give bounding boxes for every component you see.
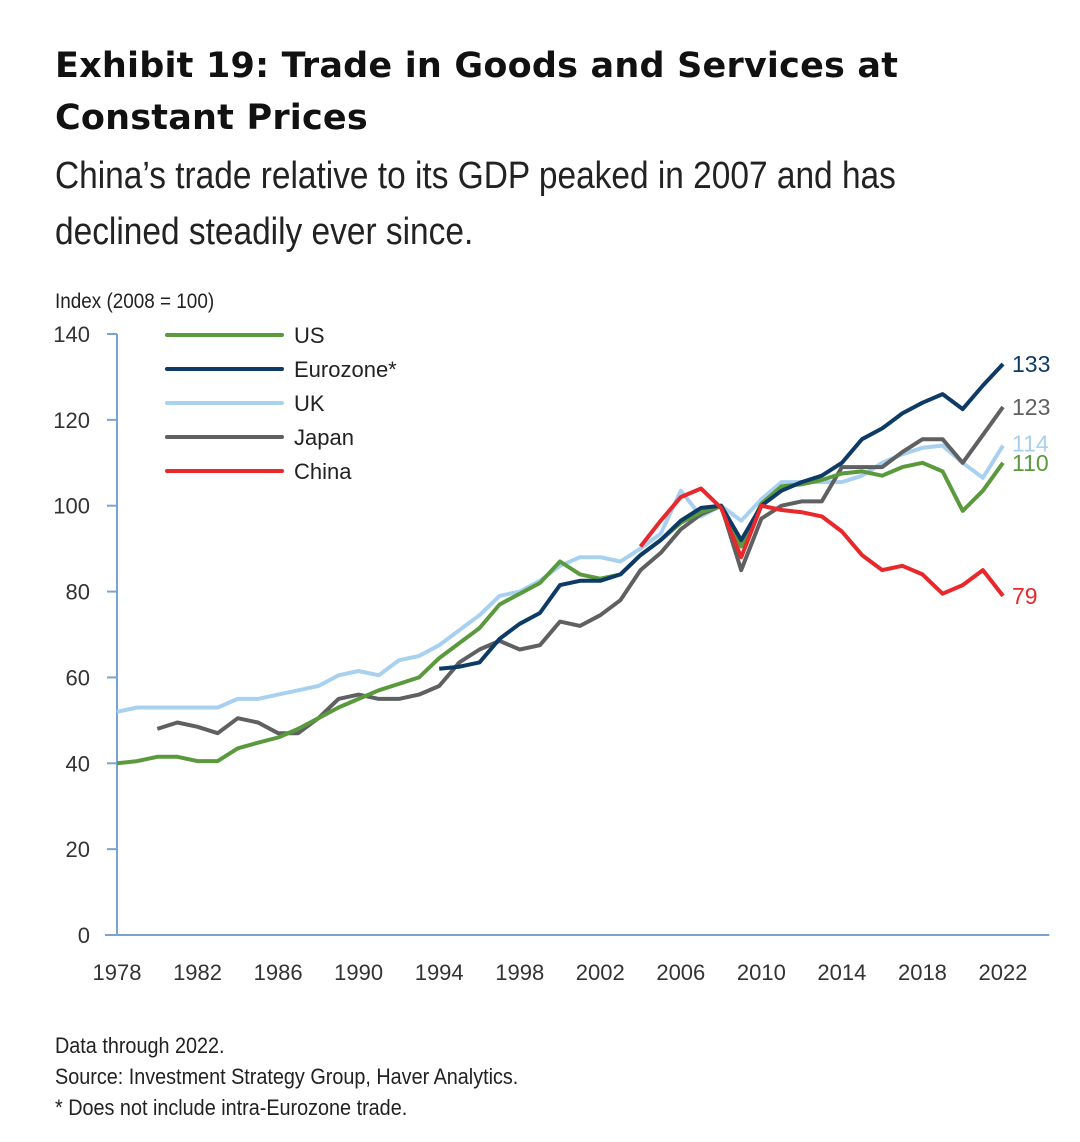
legend-item-uk: UK: [165, 391, 325, 416]
series-line-china: [638, 486, 1005, 598]
end-label-china: 79: [1012, 583, 1038, 609]
x-tick-label: 2014: [817, 960, 866, 985]
chart-notes: Data through 2022. Source: Investment St…: [55, 1030, 518, 1123]
y-tick-label: 100: [53, 494, 90, 519]
legend: US Eurozone* UK Japan China: [165, 323, 397, 484]
y-tick-label: 20: [66, 837, 90, 862]
end-label-us: 110: [1012, 450, 1049, 476]
x-tick-label: 1982: [173, 960, 222, 985]
y-tick-label: 60: [66, 665, 90, 690]
series-line-us: [116, 460, 1005, 766]
legend-item-japan: Japan: [165, 425, 354, 450]
legend-item-china: China: [165, 459, 352, 484]
x-tick-label: 2018: [898, 960, 947, 985]
series-lines: [116, 362, 1005, 766]
legend-label: UK: [294, 391, 325, 416]
end-labels: 110 133 114 123 79: [1012, 351, 1050, 609]
y-tick-label: 120: [53, 408, 90, 433]
chart-subtitle-line-2: declined steadily ever since.: [55, 211, 474, 253]
chart-subtitle: China’s trade relative to its GDP peaked…: [55, 148, 935, 260]
y-tick-label: 140: [53, 322, 90, 347]
y-tick-label: 40: [66, 751, 90, 776]
legend-label: Japan: [294, 425, 354, 450]
legend-label: Eurozone*: [294, 357, 397, 382]
note-source: Source: Investment Strategy Group, Haver…: [55, 1064, 519, 1089]
legend-item-us: US: [165, 323, 325, 348]
chart-title: Exhibit 19: Trade in Goods and Services …: [55, 40, 1035, 144]
y-tick-label: 0: [78, 923, 90, 948]
legend-label: US: [294, 323, 325, 348]
chart-title-line-1: Exhibit 19: Trade in Goods and Services …: [55, 46, 899, 86]
x-tick-label: 1986: [254, 960, 303, 985]
series-line-eurozone: [438, 362, 1005, 671]
x-tick-label: 1990: [334, 960, 383, 985]
x-tick-label: 1994: [415, 960, 464, 985]
legend-item-eurozone: Eurozone*: [165, 357, 397, 382]
x-tick-label: 1998: [495, 960, 544, 985]
x-tick-label: 1978: [93, 960, 142, 985]
legend-label: China: [294, 459, 352, 484]
note-footnote: * Does not include intra-Eurozone trade.: [55, 1095, 408, 1120]
y-axis-label: Index (2008 = 100): [55, 290, 214, 313]
axes: 0 20 40 60 80 100 120 140 1978 1982 1986 1990 1994 19…: [53, 322, 1050, 985]
y-tick-label: 80: [66, 580, 90, 605]
note-data-through: Data through 2022.: [55, 1033, 225, 1058]
end-label-japan: 123: [1012, 394, 1050, 420]
chart-subtitle-line-1: China’s trade relative to its GDP peaked…: [55, 155, 896, 197]
end-label-eurozone: 133: [1012, 351, 1050, 377]
x-tick-label: 2022: [979, 960, 1028, 985]
end-label-uk: 114: [1012, 431, 1049, 457]
chart-title-line-2: Constant Prices: [55, 98, 368, 138]
x-tick-label: 2006: [656, 960, 705, 985]
series-line-japan: [156, 405, 1005, 736]
x-tick-label: 2010: [737, 960, 786, 985]
series-line-uk: [116, 443, 1005, 714]
x-tick-label: 2002: [576, 960, 625, 985]
